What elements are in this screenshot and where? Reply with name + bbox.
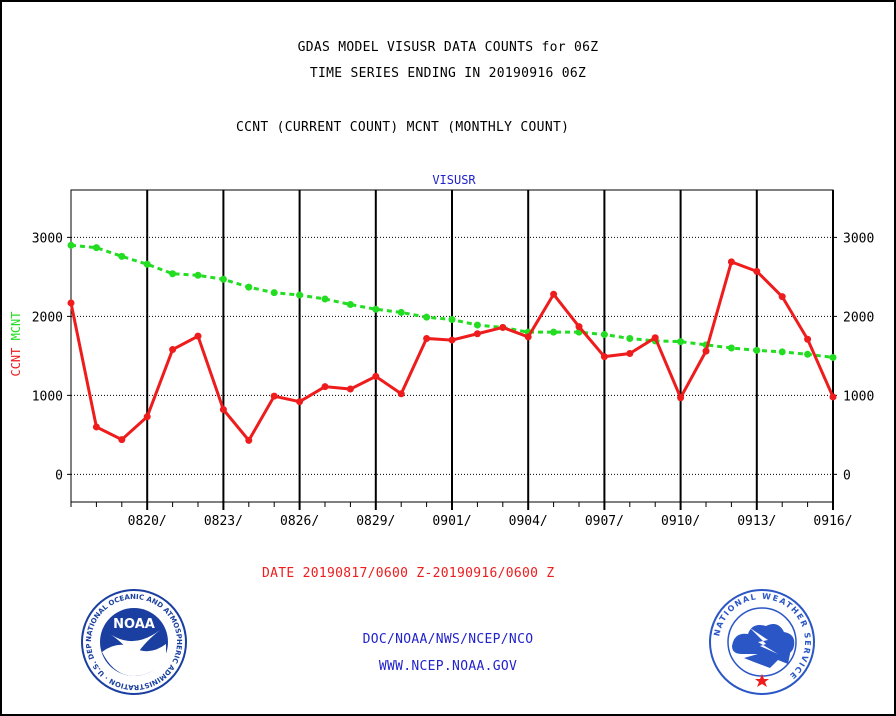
noaa-logo-text: NOAA — [113, 617, 155, 632]
y-axis-label-mcnt: MCNT — [9, 311, 23, 340]
point-ccnt — [575, 323, 583, 331]
point-mcnt — [423, 313, 431, 321]
x-tick-label: 0829/ — [356, 514, 395, 529]
point-ccnt — [397, 390, 405, 398]
point-mcnt — [473, 321, 481, 329]
point-ccnt — [677, 394, 685, 402]
x-tick-label: 0826/ — [280, 514, 319, 529]
y-tick-label-left: 2000 — [32, 310, 63, 325]
point-ccnt — [346, 385, 354, 393]
x-tick-label: 0907/ — [585, 514, 624, 529]
point-ccnt — [753, 267, 761, 275]
point-mcnt — [321, 295, 329, 303]
chart-inner-title: VISUSR — [432, 173, 476, 187]
point-ccnt — [473, 330, 481, 338]
y-tick-label-right: 3000 — [843, 231, 874, 246]
point-ccnt — [829, 393, 837, 401]
point-ccnt — [67, 299, 75, 307]
point-mcnt — [550, 328, 558, 336]
y-tick-label-right: 2000 — [843, 310, 874, 325]
point-ccnt — [296, 398, 304, 406]
y-axis-label-gap — [9, 340, 23, 347]
point-mcnt — [346, 301, 354, 309]
point-ccnt — [169, 346, 177, 354]
x-tick-label: 0913/ — [737, 514, 776, 529]
point-mcnt — [219, 275, 227, 283]
y-axis-label-ccnt: CCNT — [9, 348, 23, 377]
point-mcnt — [727, 344, 735, 352]
point-mcnt — [245, 283, 253, 291]
point-mcnt — [600, 331, 608, 339]
point-ccnt — [321, 383, 329, 391]
org-line: DOC/NOAA/NWS/NCEP/NCO — [362, 632, 534, 647]
url-line: WWW.NCEP.NOAA.GOV — [378, 659, 518, 674]
chart-title-line1: GDAS MODEL VISUSR DATA COUNTS for 06Z — [297, 40, 599, 55]
point-ccnt — [423, 334, 431, 342]
point-ccnt — [448, 336, 456, 344]
point-ccnt — [600, 353, 608, 361]
point-ccnt — [245, 436, 253, 444]
point-ccnt — [194, 332, 202, 340]
noaa-logo: NATIONAL OCEANIC AND ATMOSPHERIC ADMINIS… — [80, 588, 187, 695]
point-mcnt — [753, 346, 761, 354]
y-tick-label-right: 0 — [843, 468, 851, 483]
point-mcnt — [448, 316, 456, 324]
point-mcnt — [194, 271, 202, 279]
point-ccnt — [804, 335, 812, 343]
y-tick-label-right: 1000 — [843, 389, 874, 404]
point-ccnt — [550, 290, 558, 298]
point-ccnt — [118, 436, 126, 444]
point-mcnt — [118, 252, 126, 260]
point-mcnt — [626, 334, 634, 342]
point-mcnt — [169, 270, 177, 278]
point-ccnt — [372, 372, 380, 380]
point-ccnt — [524, 333, 532, 341]
point-mcnt — [778, 348, 786, 356]
x-tick-label: 0820/ — [128, 514, 167, 529]
point-mcnt — [143, 260, 151, 268]
point-mcnt — [372, 305, 380, 313]
y-tick-label-left: 3000 — [32, 231, 63, 246]
x-tick-label: 0916/ — [813, 514, 852, 529]
nws-logo: NATIONAL WEATHER SERVICE — [709, 589, 815, 695]
point-ccnt — [143, 413, 151, 421]
point-ccnt — [219, 406, 227, 414]
x-tick-label: 0910/ — [661, 514, 700, 529]
point-ccnt — [727, 258, 735, 266]
x-tick-label: 0901/ — [432, 514, 471, 529]
point-ccnt — [651, 334, 659, 342]
point-mcnt — [270, 289, 278, 297]
point-ccnt — [92, 423, 100, 431]
point-mcnt — [829, 353, 837, 361]
point-ccnt — [702, 347, 710, 355]
point-ccnt — [499, 323, 507, 331]
x-tick-label: 0823/ — [204, 514, 243, 529]
point-ccnt — [626, 350, 634, 358]
point-mcnt — [804, 350, 812, 358]
chart-title-line2: TIME SERIES ENDING IN 20190916 06Z — [309, 66, 587, 81]
y-tick-label-left: 1000 — [32, 389, 63, 404]
chart-subtitle: CCNT (CURRENT COUNT) MCNT (MONTHLY COUNT… — [236, 120, 570, 135]
point-ccnt — [778, 293, 786, 301]
point-mcnt — [397, 308, 405, 316]
date-range-label: DATE 20190817/0600 Z-20190916/0600 Z — [262, 566, 555, 581]
y-tick-label-left: 0 — [55, 468, 63, 483]
y-axis-label: CCNT MCNT — [9, 311, 23, 376]
x-tick-label: 0904/ — [509, 514, 548, 529]
point-mcnt — [67, 241, 75, 249]
point-mcnt — [92, 244, 100, 252]
point-mcnt — [677, 338, 685, 346]
point-ccnt — [270, 392, 278, 400]
point-mcnt — [296, 291, 304, 299]
